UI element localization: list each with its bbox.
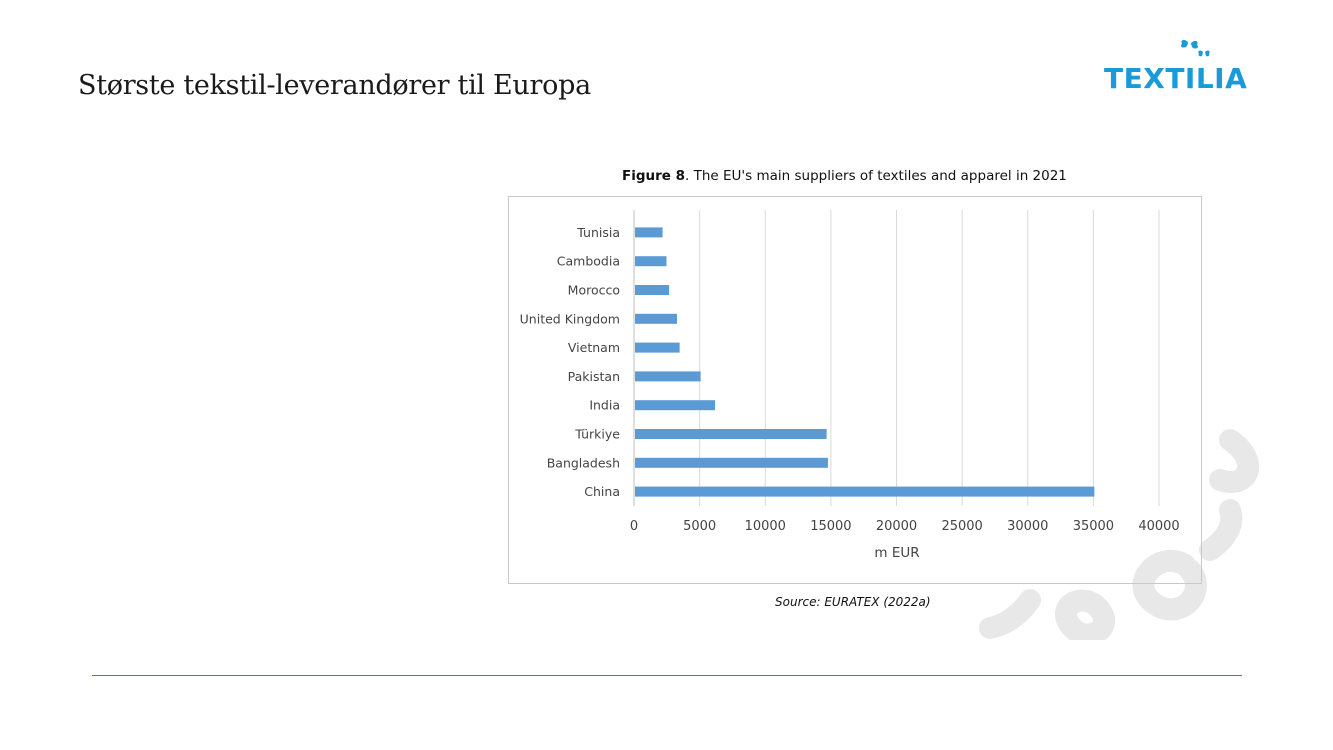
figure-caption: Figure 8. The EU's main suppliers of tex… — [622, 168, 1067, 184]
bar — [635, 486, 1095, 497]
logo-text: TEXTILIA — [1104, 62, 1248, 95]
footer-divider — [92, 675, 1242, 676]
figure-caption-label: Figure 8 — [622, 168, 686, 184]
x-tick-label: 10000 — [745, 519, 786, 534]
category-label: China — [584, 484, 620, 499]
watermark — [979, 429, 1260, 640]
category-label: Türkiye — [574, 427, 620, 442]
x-tick-label: 40000 — [1138, 519, 1179, 534]
bar — [635, 342, 680, 353]
textilia-logo: TEXTILIA — [1100, 36, 1250, 96]
category-label: Bangladesh — [547, 455, 620, 470]
chart-frame — [508, 196, 1202, 584]
x-tick-label: 30000 — [1007, 519, 1048, 534]
figure-caption-text: . The EU's main suppliers of textiles an… — [685, 168, 1067, 184]
category-labels: Tunisia Cambodia Morocco United Kingdom Viet… — [520, 225, 621, 499]
bar — [635, 227, 663, 238]
x-tick-label: 5000 — [683, 519, 716, 534]
category-label: Pakistan — [568, 369, 620, 384]
x-axis-label: m EUR — [874, 545, 919, 561]
bar — [635, 400, 716, 411]
bar — [635, 371, 701, 382]
bar-chart: Tunisia Cambodia Morocco United Kingdom Viet… — [520, 210, 1180, 561]
x-tick-label: 20000 — [876, 519, 917, 534]
x-tick-label: 0 — [630, 519, 638, 534]
bar — [635, 285, 670, 295]
category-label: India — [589, 398, 620, 413]
category-label: Morocco — [568, 283, 620, 298]
x-tick-label: 15000 — [810, 519, 851, 534]
bar — [635, 429, 827, 439]
category-label: United Kingdom — [520, 311, 620, 326]
category-label: Cambodia — [557, 254, 620, 269]
figure-source: Source: EURATEX (2022a) — [775, 595, 931, 609]
bar — [635, 457, 828, 468]
x-tick-label: 35000 — [1073, 519, 1114, 534]
bar — [635, 256, 667, 267]
bars — [635, 227, 1095, 497]
category-label: Tunisia — [576, 225, 620, 240]
bar — [635, 313, 677, 324]
grid-lines — [699, 210, 1160, 506]
x-tick-labels: 0 5000 10000 15000 20000 25000 30000 35000 40000 — [630, 519, 1180, 534]
category-label: Vietnam — [568, 340, 620, 355]
x-tick-label: 25000 — [941, 519, 982, 534]
butterfly-icon — [1181, 39, 1210, 57]
slide-title: Største tekstil-leverandører til Europa — [78, 70, 591, 101]
